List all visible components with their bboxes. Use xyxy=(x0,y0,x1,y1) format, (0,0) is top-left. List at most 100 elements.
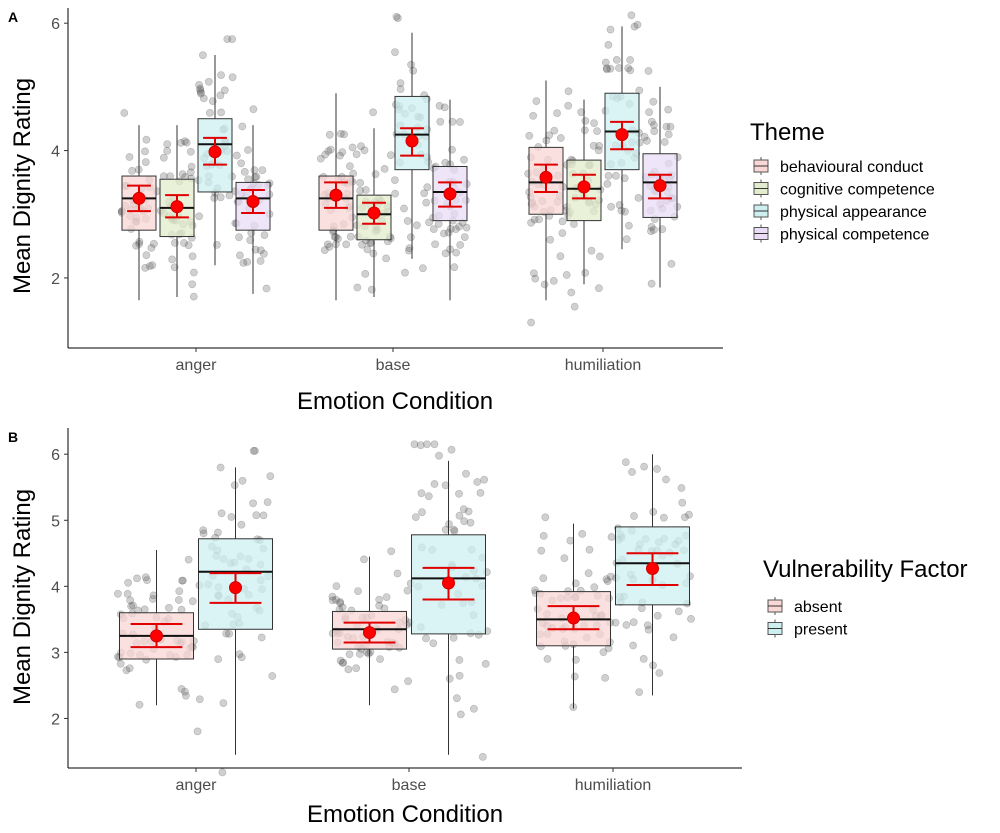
data-point xyxy=(647,279,656,288)
data-point xyxy=(590,583,599,592)
data-point xyxy=(401,268,409,277)
data-point xyxy=(687,615,695,623)
data-point xyxy=(266,472,275,481)
data-point xyxy=(123,590,132,598)
panel-b-legend-title: Vulnerability Factor xyxy=(763,556,968,583)
data-point xyxy=(625,221,633,230)
data-point xyxy=(356,186,364,195)
data-point xyxy=(195,212,203,221)
data-point xyxy=(141,158,150,166)
data-point xyxy=(681,513,689,522)
data-point xyxy=(338,603,347,612)
data-point xyxy=(525,131,534,140)
data-point xyxy=(406,233,415,242)
data-point xyxy=(184,555,193,564)
data-point xyxy=(529,111,538,120)
mean-point xyxy=(653,179,667,193)
data-point xyxy=(627,11,636,20)
data-point xyxy=(232,151,241,160)
mean-point xyxy=(443,187,457,201)
data-point xyxy=(460,155,468,164)
data-point xyxy=(199,526,208,535)
data-point xyxy=(639,655,648,663)
data-point xyxy=(674,607,683,616)
panel-b-x-axis-title: Emotion Condition xyxy=(307,801,503,828)
data-point xyxy=(186,147,195,156)
data-point xyxy=(553,109,561,117)
data-point xyxy=(666,122,675,131)
data-point xyxy=(603,65,611,74)
data-point xyxy=(409,66,418,75)
data-point xyxy=(149,591,158,600)
data-point xyxy=(603,577,612,585)
data-point xyxy=(120,109,129,117)
data-point xyxy=(612,56,621,64)
data-point xyxy=(182,138,191,147)
data-point xyxy=(391,189,399,198)
legend-key xyxy=(753,157,769,175)
data-point xyxy=(324,147,333,155)
data-point xyxy=(595,141,604,150)
data-point xyxy=(188,252,197,261)
data-point xyxy=(449,525,458,534)
data-point xyxy=(429,225,438,233)
data-point xyxy=(339,658,348,667)
data-point xyxy=(630,512,638,520)
data-point xyxy=(611,618,620,627)
data-point xyxy=(332,596,340,604)
data-point xyxy=(375,601,384,610)
data-point xyxy=(481,660,490,668)
data-point xyxy=(140,605,149,614)
data-point xyxy=(223,35,232,43)
data-point xyxy=(452,248,461,257)
data-point xyxy=(556,252,565,261)
data-point xyxy=(664,105,673,114)
data-point xyxy=(660,513,668,522)
data-point xyxy=(338,148,347,156)
data-point xyxy=(587,246,596,255)
legend-key xyxy=(767,619,783,638)
data-point xyxy=(257,633,266,642)
data-point xyxy=(644,67,653,75)
data-point xyxy=(562,271,571,279)
data-point xyxy=(228,35,237,43)
data-point xyxy=(128,166,136,175)
mean-point xyxy=(405,134,419,148)
data-point xyxy=(649,507,658,516)
y-tick-label: 2 xyxy=(51,271,60,288)
data-point xyxy=(448,117,457,126)
data-point xyxy=(189,268,198,277)
data-point xyxy=(249,105,258,114)
data-point xyxy=(662,475,670,484)
data-point xyxy=(268,672,277,680)
data-point xyxy=(238,476,247,485)
data-point xyxy=(669,633,678,642)
data-point xyxy=(393,14,402,22)
data-point xyxy=(364,649,373,658)
data-point xyxy=(649,97,658,106)
data-point xyxy=(577,108,586,117)
data-point xyxy=(677,484,686,492)
data-point xyxy=(624,64,633,72)
data-point xyxy=(380,604,389,613)
data-point xyxy=(133,574,141,583)
data-point xyxy=(240,167,249,176)
data-point xyxy=(430,440,439,449)
data-point xyxy=(336,599,345,607)
data-point xyxy=(541,513,550,522)
data-point xyxy=(640,462,648,471)
data-point xyxy=(572,655,580,664)
data-point xyxy=(606,64,615,73)
data-point xyxy=(181,691,190,700)
x-tick-label: base xyxy=(376,357,411,374)
data-point xyxy=(360,146,369,155)
data-point xyxy=(660,138,669,146)
data-point xyxy=(219,699,228,707)
data-point xyxy=(581,268,590,277)
data-point xyxy=(418,264,427,273)
data-point xyxy=(653,465,661,473)
data-point xyxy=(262,284,271,293)
data-point xyxy=(647,227,655,236)
data-point xyxy=(455,671,464,680)
data-point xyxy=(228,73,237,82)
